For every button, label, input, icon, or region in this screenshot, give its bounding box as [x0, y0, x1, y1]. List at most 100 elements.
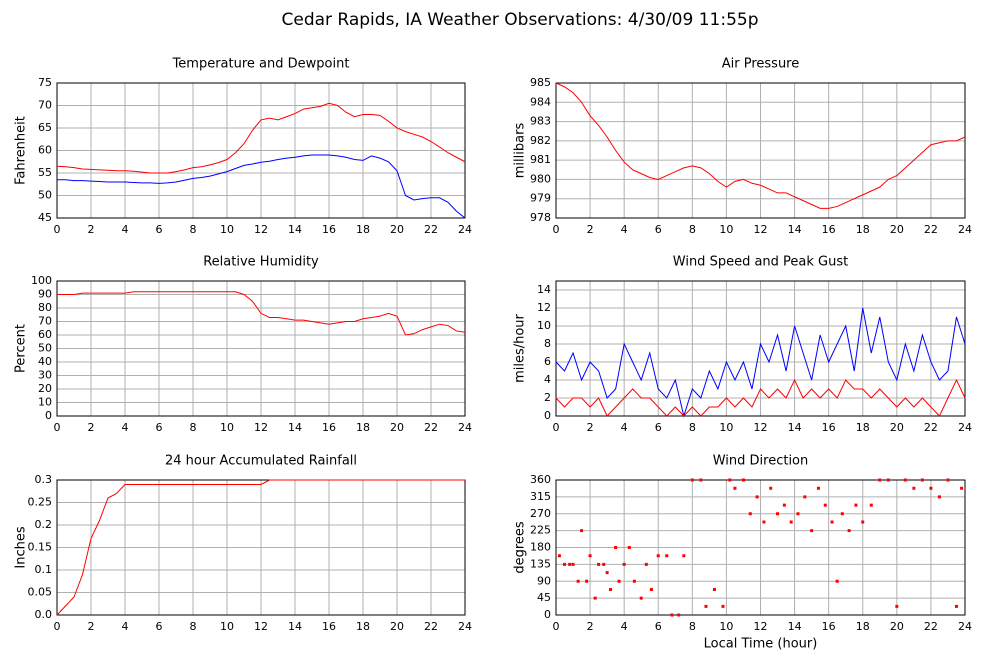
- point: [670, 613, 674, 617]
- y-tick-label: 0.2: [35, 518, 53, 531]
- y-tick-label: 985: [530, 76, 551, 89]
- x-tick-label: 14: [788, 421, 802, 434]
- x-tick-label: 2: [587, 620, 594, 633]
- panel-title: Relative Humidity: [203, 255, 319, 270]
- y-tick-label: 978: [530, 211, 551, 224]
- y-tick-label: 0: [45, 409, 52, 422]
- point: [810, 529, 814, 533]
- point: [903, 478, 907, 482]
- x-tick-label: 18: [356, 620, 370, 633]
- y-axis-label: Fahrenheit: [14, 116, 29, 185]
- series-line: [555, 307, 966, 418]
- x-tick-label: 6: [655, 421, 662, 434]
- x-tick-label: 12: [254, 421, 268, 434]
- y-tick-label: 4: [544, 373, 551, 386]
- point: [912, 486, 916, 490]
- point: [861, 520, 865, 524]
- x-tick-label: 22: [424, 620, 438, 633]
- y-axis-label: Inches: [14, 526, 29, 568]
- point: [649, 588, 653, 591]
- point: [920, 478, 924, 482]
- point: [803, 495, 807, 499]
- y-tick-label: 360: [530, 473, 551, 486]
- x-tick-label: 12: [754, 223, 768, 236]
- y-tick-label: 6: [544, 355, 551, 368]
- x-tick-label: 12: [254, 620, 268, 633]
- point: [929, 486, 933, 490]
- y-tick-label: 75: [38, 76, 52, 89]
- y-tick-label: 80: [38, 301, 52, 314]
- point: [776, 512, 780, 516]
- x-tick-label: 8: [689, 421, 696, 434]
- y-tick-label: 45: [537, 591, 551, 604]
- point: [580, 529, 584, 533]
- x-tick-label: 0: [54, 620, 61, 633]
- y-tick-label: 90: [38, 288, 52, 301]
- x-tick-label: 4: [122, 421, 129, 434]
- x-tick-label: 16: [822, 421, 836, 434]
- x-tick-label: 18: [356, 421, 370, 434]
- y-tick-label: 135: [530, 557, 551, 570]
- x-tick-label: 14: [788, 620, 802, 633]
- x-tick-label: 0: [553, 223, 560, 236]
- plot-frame: [555, 280, 966, 417]
- point: [762, 520, 766, 524]
- y-tick-label: 225: [530, 524, 551, 537]
- x-tick-label: 24: [958, 620, 972, 633]
- series-line: [57, 154, 466, 219]
- point: [602, 562, 606, 566]
- x-tick-label: 6: [655, 620, 662, 633]
- x-tick-label: 14: [288, 421, 302, 434]
- x-tick-label: 22: [924, 620, 938, 633]
- x-tick-label: 2: [587, 421, 594, 434]
- x-tick-label: 0: [553, 620, 560, 633]
- point: [568, 562, 572, 566]
- x-tick-label: 16: [322, 620, 336, 633]
- point: [886, 478, 890, 482]
- x-tick-label: 22: [924, 421, 938, 434]
- y-tick-label: 45: [38, 211, 52, 224]
- point: [796, 512, 800, 516]
- point: [823, 503, 827, 507]
- y-tick-label: 315: [530, 490, 551, 503]
- x-tick-label: 2: [88, 223, 95, 236]
- point: [699, 478, 703, 482]
- x-tick-label: 4: [621, 620, 628, 633]
- point: [690, 478, 694, 482]
- point: [728, 478, 732, 482]
- y-tick-label: 50: [38, 189, 52, 202]
- x-tick-label: 16: [322, 421, 336, 434]
- x-tick-label: 4: [621, 223, 628, 236]
- y-tick-label: 2: [544, 391, 551, 404]
- x-tick-label: 24: [458, 421, 472, 434]
- y-tick-label: 12: [537, 301, 551, 314]
- x-tick-label: 6: [655, 223, 662, 236]
- point: [563, 562, 567, 566]
- y-tick-label: 0: [544, 409, 551, 422]
- x-tick-label: 12: [254, 223, 268, 236]
- point: [609, 588, 613, 591]
- point: [571, 562, 575, 566]
- x-tick-label: 24: [958, 421, 972, 434]
- y-tick-label: 30: [38, 369, 52, 382]
- y-tick-label: 60: [38, 328, 52, 341]
- x-tick-label: 16: [822, 223, 836, 236]
- point: [682, 554, 686, 558]
- x-tick-label: 8: [190, 223, 197, 236]
- series-line: [555, 82, 966, 209]
- point: [605, 571, 609, 575]
- point: [704, 604, 708, 608]
- y-tick-label: 984: [530, 95, 551, 108]
- x-tick-label: 10: [220, 421, 234, 434]
- point: [627, 546, 631, 549]
- y-tick-label: 0.3: [35, 473, 53, 486]
- point: [960, 486, 964, 490]
- y-axis-label: Percent: [14, 324, 29, 373]
- point: [830, 520, 834, 524]
- y-tick-label: 8: [544, 337, 551, 350]
- y-tick-label: 0.25: [28, 496, 53, 509]
- y-tick-label: 100: [31, 274, 52, 287]
- x-tick-label: 14: [788, 223, 802, 236]
- point: [869, 503, 873, 507]
